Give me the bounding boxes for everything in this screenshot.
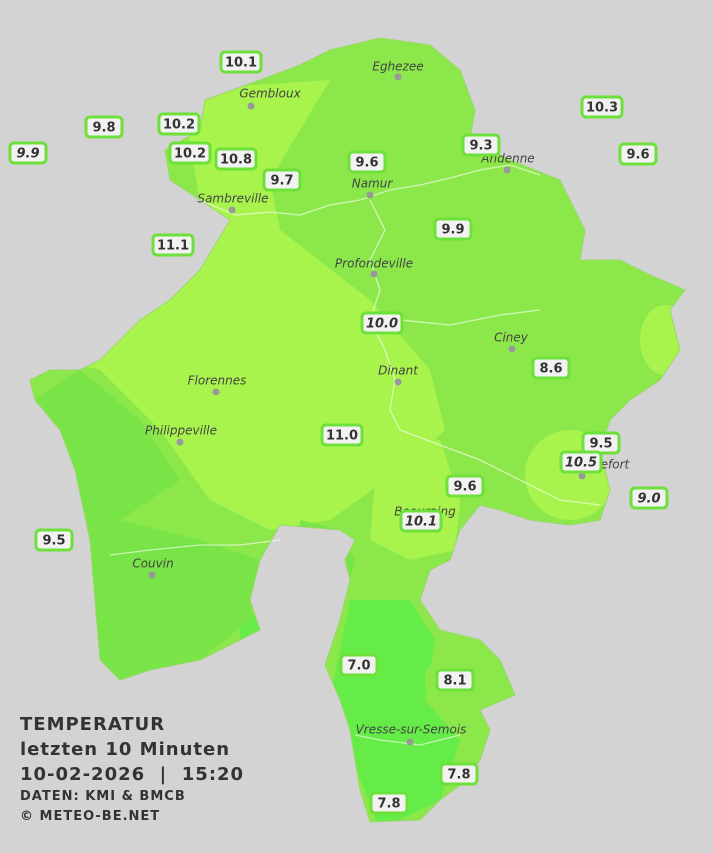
station-box (219, 50, 263, 74)
legend-source: DATEN: KMI & BMCB (20, 789, 186, 804)
station-box (433, 217, 473, 241)
city-dot (578, 472, 586, 480)
legend-copyright: © METEO-BE.NET (20, 809, 161, 824)
station-box (157, 112, 201, 136)
station-value: 8.1 (443, 674, 466, 689)
station-box (360, 311, 404, 335)
station-box (559, 450, 603, 474)
city-dot (370, 270, 378, 278)
city-dot (247, 102, 255, 110)
station-box (439, 762, 479, 786)
city-name: Eghezee (372, 60, 423, 74)
city-name: Profondeville (335, 257, 413, 271)
station-value: 10.5 (565, 456, 597, 471)
station-box (531, 356, 571, 380)
city-dot (406, 738, 414, 746)
city-dot (503, 166, 511, 174)
station-box (151, 233, 195, 257)
station-box (461, 133, 501, 157)
station-value: 10.2 (163, 118, 195, 133)
city-dot (394, 378, 402, 386)
station-value: 9.5 (42, 534, 65, 549)
station-box (34, 528, 74, 552)
station-value: 10.0 (366, 317, 398, 332)
city-name: Namur (352, 177, 394, 191)
station-box (435, 668, 475, 692)
legend-title: TEMPERATUR (20, 714, 166, 735)
station-value: 7.8 (447, 768, 470, 783)
station-value: 10.1 (225, 56, 257, 71)
city-name: Couvin (132, 557, 173, 571)
station-box (262, 168, 302, 192)
city-name: Ciney (494, 331, 529, 345)
legend: TEMPERATUR letzten 10 Minuten 10-02-2026… (20, 712, 244, 827)
city-name: Sambreville (197, 192, 268, 206)
station-value: 9.8 (92, 121, 115, 136)
city-name: Dinant (378, 364, 419, 378)
station-box (399, 509, 443, 533)
station-value: 11.1 (157, 239, 189, 254)
city-name: Philippeville (145, 424, 217, 438)
legend-period: letzten 10 Minuten (20, 739, 231, 760)
station-value: 9.6 (453, 480, 476, 495)
station-value: 11.0 (326, 429, 358, 444)
stations: 10.1 9.8 10.2 9.9 10.2 10.8 9.7 9.6 9.3 10.3 9.6 11… (8, 50, 669, 815)
legend-datetime: 10-02-2026 | 15:20 (20, 764, 245, 785)
station-value: 9.7 (270, 174, 293, 189)
city-name: Vresse-sur-Semois (356, 723, 467, 737)
station-value: 9.3 (469, 139, 492, 154)
station-box (629, 486, 669, 510)
station-box (369, 791, 409, 815)
station-box (618, 142, 658, 166)
station-value: 9.6 (626, 148, 649, 163)
city-dot (148, 571, 156, 579)
station-value: 7.0 (347, 659, 370, 674)
station-box (168, 141, 212, 165)
station-value: 9.9 (16, 147, 39, 162)
station-value: 10.8 (220, 153, 252, 168)
city-dot (176, 438, 184, 446)
city-dot (212, 388, 220, 396)
station-box (214, 147, 258, 171)
city-name: Gembloux (239, 87, 301, 101)
station-value: 10.1 (405, 515, 437, 530)
station-box (580, 95, 624, 119)
station-box (320, 423, 364, 447)
station-value: 10.2 (174, 147, 206, 162)
station-box (339, 653, 379, 677)
station-value: 10.3 (586, 101, 618, 116)
rivers (109, 164, 601, 746)
station-value: 9.9 (441, 223, 464, 238)
station-value: 9.0 (637, 492, 660, 507)
station-box (445, 474, 485, 498)
city-dot (508, 345, 516, 353)
city-dot (394, 73, 402, 81)
city-name: Florennes (188, 374, 247, 388)
station-value: 9.5 (589, 437, 612, 452)
station-value: 8.6 (539, 362, 562, 377)
city-dot (228, 206, 236, 214)
station-box (8, 141, 48, 165)
city-dot (366, 191, 374, 199)
station-box (84, 115, 124, 139)
station-box (347, 150, 387, 174)
station-value: 7.8 (377, 797, 400, 812)
station-value: 9.6 (355, 156, 378, 171)
